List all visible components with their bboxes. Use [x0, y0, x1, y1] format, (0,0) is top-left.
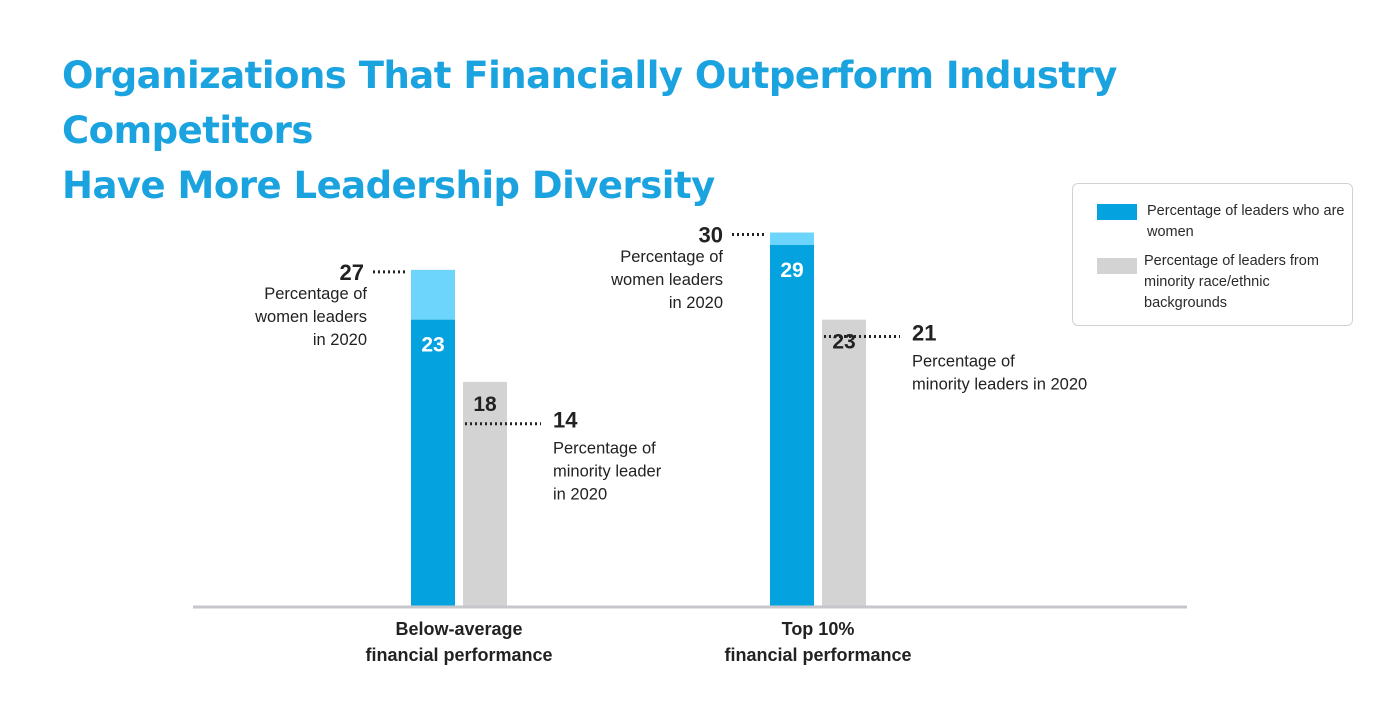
- data-label-women-2: 29: [780, 259, 803, 282]
- annotation-label-women-2020-1-line-3: in 2020: [313, 331, 367, 349]
- data-label-women-1: 23: [421, 334, 444, 357]
- annotation-label-minority-2020-1-line-2: minority leader: [553, 463, 662, 481]
- annotation-label-women-2020-2-line-3: in 2020: [669, 294, 723, 312]
- bar-women-2020-segment-2: [770, 232, 814, 245]
- x-tick-label-1-line-2: financial performance: [365, 645, 552, 665]
- annotation-label-minority-2020-1-line-1: Percentage of: [553, 440, 656, 458]
- legend-swatch-minority: [1097, 258, 1137, 274]
- legend-label-women: Percentage of leaders who are women: [1147, 203, 1345, 240]
- annotation-value-women-2020-2: 30: [699, 223, 723, 248]
- bar-women-1: [411, 319, 455, 606]
- annotation-label-women-2020-2-line-1: Percentage of: [620, 248, 723, 266]
- annotation-label-women-2020-1-line-1: Percentage of: [264, 285, 367, 303]
- annotation-value-minority-2020-1: 14: [553, 408, 578, 433]
- x-tick-label-2-line-1: Top 10%: [782, 619, 855, 639]
- legend-label-minority: Percentage of leaders from minority race…: [1144, 253, 1319, 311]
- bar-women-2: [770, 244, 814, 606]
- annotation-value-minority-2020-2: 21: [912, 321, 936, 346]
- annotation-label-women-2020-1-line-2: women leaders: [254, 308, 367, 326]
- data-label-minority-2: 23: [832, 331, 855, 354]
- x-tick-label-1-line-1: Below-average: [395, 619, 522, 639]
- chart-title-line-1: Organizations That Financially Outperfor…: [62, 54, 1117, 152]
- annotation-label-minority-2020-2-line-1: Percentage of: [912, 353, 1015, 371]
- legend-swatch-women: [1097, 204, 1137, 220]
- chart-title-line-2: Have More Leadership Diversity: [62, 164, 715, 207]
- bar-minority-1: [463, 381, 507, 606]
- bar-minority-2: [822, 319, 866, 606]
- annotation-value-women-2020-1: 27: [340, 260, 364, 285]
- data-label-minority-1: 18: [473, 393, 497, 416]
- x-tick-label-2-line-2: financial performance: [724, 645, 911, 665]
- annotation-label-women-2020-2-line-2: women leaders: [610, 271, 723, 289]
- chart-title: Organizations That Financially Outperfor…: [62, 48, 1352, 213]
- bar-women-2020-segment-1: [411, 269, 455, 320]
- legend: Percentage of leaders who are women Perc…: [1072, 183, 1353, 326]
- annotation-label-minority-2020-2-line-2: minority leaders in 2020: [912, 376, 1087, 394]
- annotation-label-minority-2020-1-line-3: in 2020: [553, 486, 607, 504]
